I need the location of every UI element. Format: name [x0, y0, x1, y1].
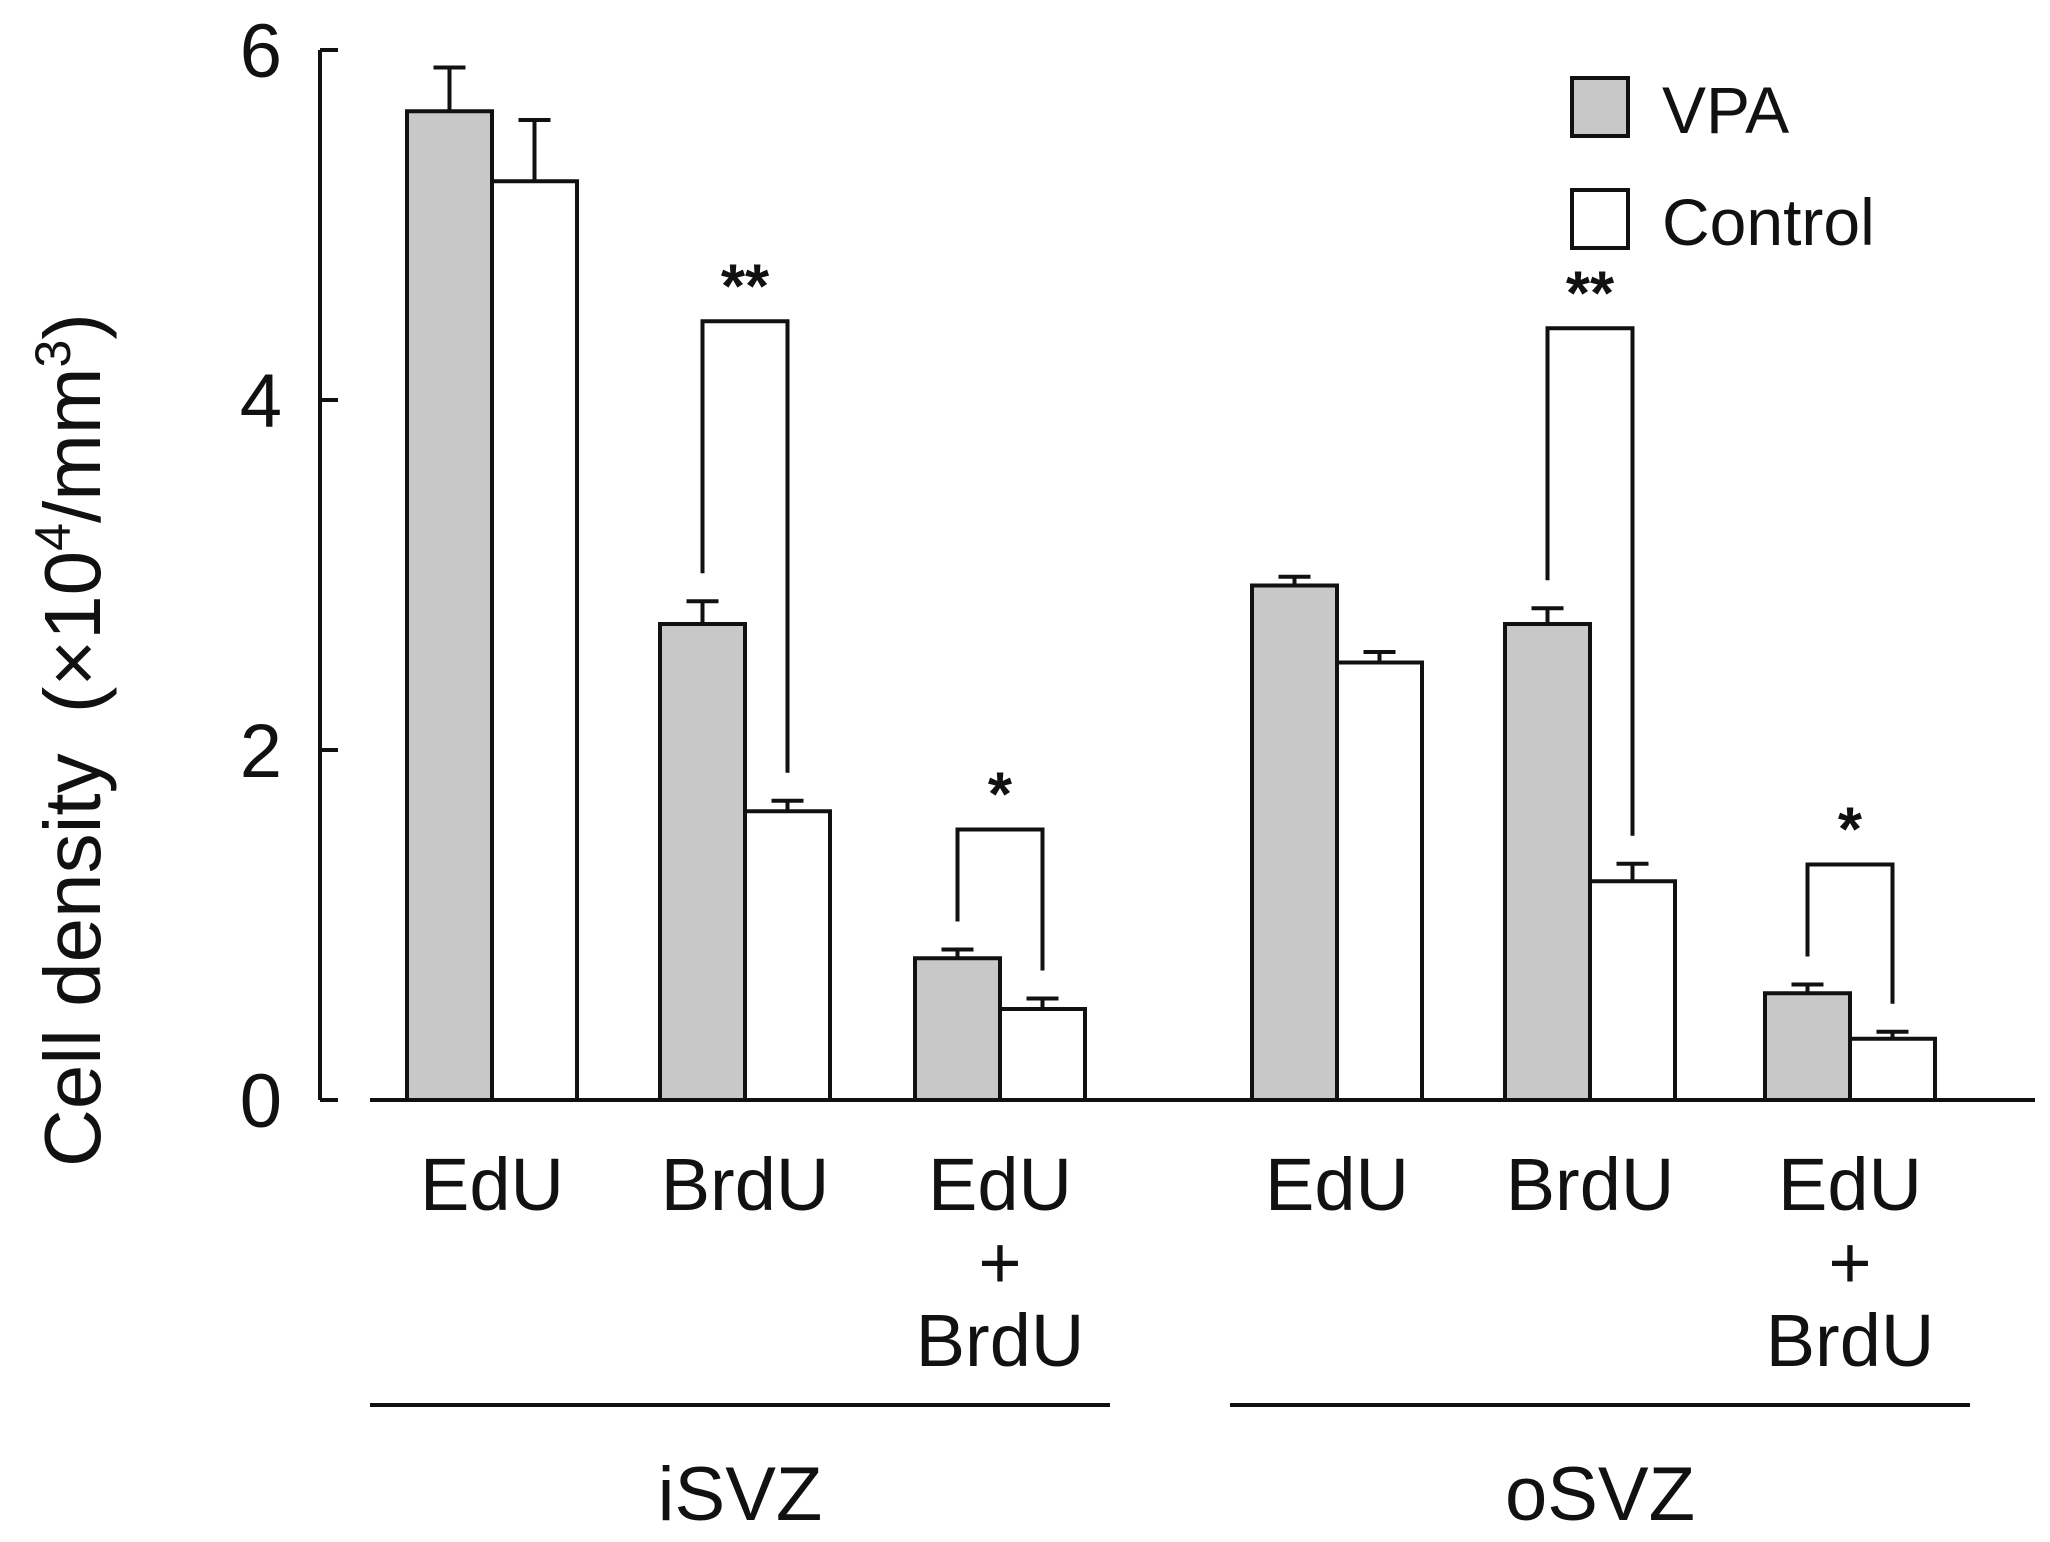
significance-bracket — [1545, 326, 1635, 836]
error-bar-control — [1026, 996, 1059, 1009]
bar-vpa — [913, 956, 1002, 1102]
bars — [405, 109, 1937, 1102]
bar-control — [1588, 879, 1677, 1102]
error-bar-vpa — [686, 599, 719, 624]
group-label-osvz: oSVZ — [1505, 1452, 1695, 1537]
y-ticks: 0 2 4 6 — [240, 9, 338, 1144]
y-axis-label-close: ) — [28, 313, 117, 340]
x-category-label-line: + — [1828, 1221, 1871, 1304]
error-bar-control — [1876, 1029, 1909, 1039]
group-labels: iSVZ oSVZ — [370, 1403, 1970, 1537]
bar-vpa — [405, 109, 494, 1102]
axes — [318, 50, 2035, 1102]
x-category-label: BrdU — [1506, 1143, 1675, 1226]
x-category-label: EdU + BrdU — [1766, 1143, 1935, 1382]
x-category-label-line: EdU — [420, 1143, 564, 1226]
error-bar-control — [771, 798, 804, 812]
significance-brackets: ****** — [700, 252, 1895, 1004]
bar-vpa — [1503, 622, 1592, 1102]
y-tick-label: 4 — [240, 359, 282, 444]
x-category-label-line: EdU — [1778, 1143, 1922, 1226]
bar-control — [1335, 660, 1424, 1102]
y-axis-label-exponent-2: 3 — [25, 340, 81, 368]
bar-control — [743, 809, 832, 1102]
x-category-label-line: EdU — [928, 1143, 1072, 1226]
error-bar-control — [518, 118, 551, 182]
legend-label-vpa: VPA — [1662, 73, 1789, 147]
bar-vpa — [1250, 583, 1339, 1102]
significance-label: ** — [1566, 259, 1615, 328]
x-category-label: EdU — [1265, 1143, 1409, 1226]
y-axis-label-main: Cell density — [28, 753, 117, 1167]
x-category-label: EdU — [420, 1143, 564, 1226]
legend-swatch-control — [1570, 188, 1630, 250]
legend-swatch-vpa — [1570, 76, 1630, 138]
bar-control — [490, 179, 579, 1102]
x-category-label-line: BrdU — [916, 1299, 1085, 1382]
y-tick-label: 6 — [240, 9, 282, 94]
error-bar-vpa — [941, 947, 974, 959]
x-category-label: EdU + BrdU — [916, 1143, 1085, 1382]
significance-label: * — [1838, 796, 1863, 865]
significance-bracket — [1805, 862, 1895, 1004]
y-axis-label-unit-mid: /mm — [28, 368, 117, 524]
error-bar-vpa — [433, 65, 466, 112]
significance-label: ** — [721, 252, 770, 321]
y-tick-label: 0 — [240, 1059, 282, 1144]
group-label-isvz: iSVZ — [658, 1452, 823, 1537]
y-axis-label-unit: (×10 — [28, 551, 117, 713]
legend: VPA Control — [1570, 73, 1875, 259]
x-category-label-line: BrdU — [1506, 1143, 1675, 1226]
bar-vpa — [1763, 991, 1852, 1102]
bar-control — [998, 1007, 1087, 1102]
bar-vpa — [658, 622, 747, 1102]
y-tick-label: 2 — [240, 709, 282, 794]
x-category-label-line: + — [978, 1221, 1021, 1304]
significance-label: * — [988, 761, 1013, 830]
x-category-label-line: BrdU — [661, 1143, 830, 1226]
x-category-label-line: EdU — [1265, 1143, 1409, 1226]
error-bars — [433, 65, 1909, 1039]
error-bar-vpa — [1531, 606, 1564, 624]
error-bar-vpa — [1791, 982, 1824, 994]
x-category-label: BrdU — [661, 1143, 830, 1226]
significance-bracket — [955, 827, 1045, 971]
error-bar-vpa — [1278, 574, 1311, 586]
legend-label-control: Control — [1662, 185, 1875, 259]
x-category-label-line: BrdU — [1766, 1299, 1935, 1382]
error-bar-control — [1363, 650, 1396, 663]
bar-control — [1848, 1036, 1937, 1102]
significance-bracket — [700, 319, 790, 773]
error-bar-control — [1616, 861, 1649, 882]
y-axis-label: Cell density (×104/mm3) — [25, 313, 117, 1167]
y-axis-label-exponent: 4 — [25, 523, 81, 551]
